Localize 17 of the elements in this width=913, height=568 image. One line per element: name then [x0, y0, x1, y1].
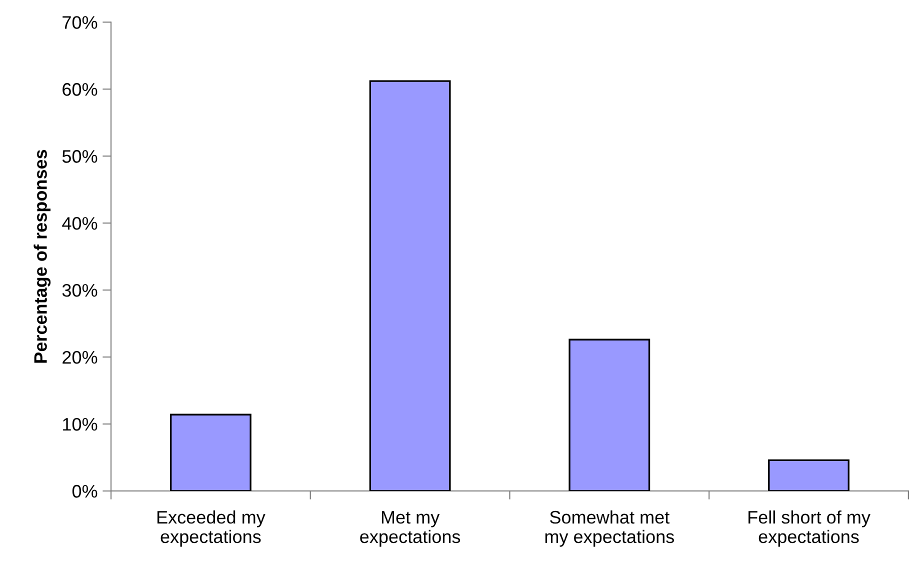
y-tick-label: 0% — [72, 484, 98, 498]
bar — [568, 338, 650, 491]
y-tick-label: 40% — [62, 217, 98, 230]
y-tick-label: 20% — [62, 350, 98, 364]
y-tick-label: 10% — [63, 418, 98, 431]
x-tick-label: Somewhat met my expectations — [545, 510, 674, 547]
x-tick-label: Exceeded my expectations — [157, 510, 266, 547]
x-tick-label: Fell short of my expectations — [748, 510, 870, 547]
bar — [369, 80, 451, 491]
y-tick-label: 30% — [62, 284, 98, 297]
bar — [170, 414, 252, 491]
y-tick-label: 70% — [62, 16, 98, 29]
x-tick-label: Met my expectations — [360, 511, 460, 547]
y-axis-title: Percentage of responses — [34, 150, 51, 363]
y-tick-label: 60% — [62, 83, 98, 96]
y-tick-label: 50% — [62, 150, 98, 163]
bar — [768, 459, 850, 491]
